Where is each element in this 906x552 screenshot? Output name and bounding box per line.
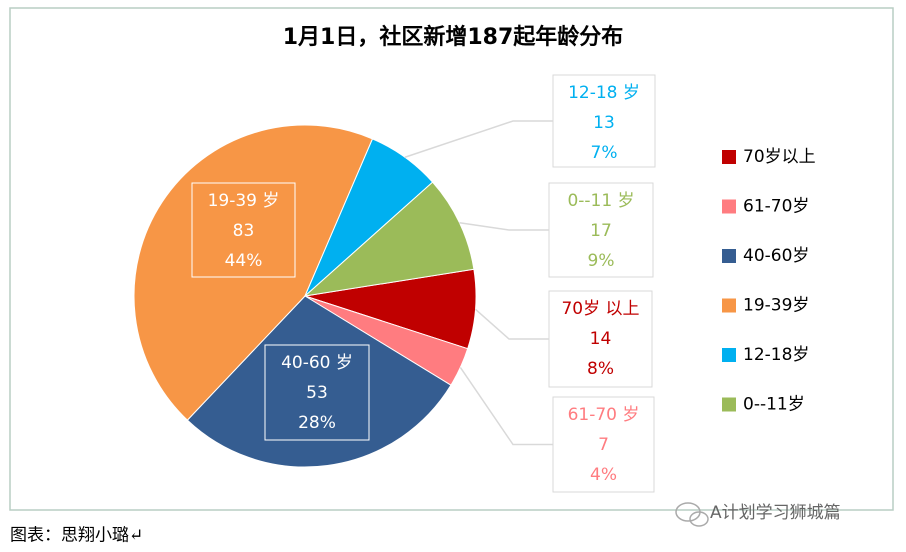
- legend-swatch: [722, 150, 736, 164]
- leader-line: [474, 308, 549, 340]
- leader-line: [459, 222, 549, 231]
- label-percent: 7%: [591, 143, 618, 163]
- pie-slice: [133, 124, 374, 421]
- legend-label: 40-60岁: [743, 246, 809, 266]
- label-name: 61-70 岁: [568, 405, 640, 425]
- legend-swatch: [722, 249, 736, 263]
- label-box: [548, 290, 653, 388]
- chart-title: 1月1日，社区新增187起年龄分布: [283, 24, 624, 50]
- legend-label: 70岁以上: [743, 147, 816, 167]
- label-value: 53: [306, 383, 328, 403]
- label-percent: 4%: [590, 465, 617, 485]
- label-box: [264, 344, 370, 441]
- legend-swatch: [722, 348, 736, 362]
- label-name: 70岁 以上: [561, 299, 639, 319]
- label-box: [552, 74, 656, 168]
- caption: 图表：思翔小璐↵: [10, 526, 143, 546]
- label-value: 7: [598, 435, 609, 455]
- label-percent: 9%: [588, 251, 615, 271]
- label-box: [552, 396, 655, 493]
- label-box: [191, 182, 296, 278]
- label-name: 19-39 岁: [208, 191, 280, 211]
- watermark: A计划学习狮城篇: [710, 503, 841, 523]
- pie-slice: [186, 295, 452, 468]
- watermark-icon: [675, 502, 709, 527]
- leader-line: [404, 120, 553, 158]
- label-value: 83: [233, 221, 255, 241]
- legend-swatch: [722, 298, 736, 313]
- legend-label: 19-39岁: [743, 296, 809, 316]
- label-name: 0--11 岁: [567, 191, 634, 211]
- label-percent: 28%: [298, 413, 336, 433]
- label-value: 13: [593, 113, 615, 133]
- label-name: 40-60 岁: [281, 353, 353, 373]
- label-percent: 44%: [225, 251, 263, 271]
- legend-swatch: [722, 397, 736, 412]
- label-value: 14: [590, 329, 612, 349]
- pie-slice: [303, 181, 475, 297]
- label-percent: 8%: [587, 359, 614, 379]
- legend-label: 61-70岁: [743, 197, 809, 217]
- legend-label: 12-18岁: [743, 345, 809, 365]
- label-box: [548, 182, 654, 278]
- label-name: 12-18 岁: [568, 83, 640, 103]
- leader-line: [459, 367, 553, 446]
- label-value: 17: [590, 221, 612, 241]
- legend-label: 0--11岁: [743, 395, 805, 415]
- legend-swatch: [722, 199, 736, 214]
